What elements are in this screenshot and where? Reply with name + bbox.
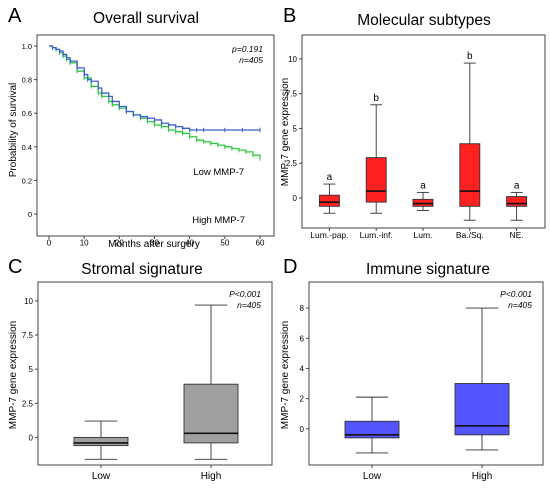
panel-b-boxes: a b a b a bbox=[318, 51, 528, 221]
panel-d-ytick-label: 6 bbox=[300, 334, 305, 343]
panel-a-annotation-n: n=405 bbox=[239, 55, 263, 65]
legend-high-mmp7: High MMP-7 bbox=[192, 215, 245, 226]
panel-a-xtick-label: 0 bbox=[47, 239, 52, 248]
panel-b-category-label: Ba./Sq. bbox=[456, 230, 484, 240]
panel-c-annotation-n: n=405 bbox=[237, 300, 261, 310]
panel-b-ytick-label: 10 bbox=[288, 55, 297, 64]
panel-a-letter: A bbox=[8, 5, 22, 27]
panel-a-ytick-label: 0 bbox=[28, 210, 32, 219]
panel-b-significance-letter: a bbox=[514, 180, 520, 191]
panel-d-box bbox=[344, 420, 400, 439]
panel-c-title: Stromal signature bbox=[81, 261, 202, 278]
panel-b-ytick-label: 5 bbox=[293, 124, 298, 133]
panel-b-significance-letter: b bbox=[467, 51, 473, 62]
panel-b-box bbox=[506, 196, 528, 207]
panel-d-annotation-p: P<0.001 bbox=[500, 289, 532, 299]
panel-c-category-label: High bbox=[201, 471, 222, 482]
panel-c-boxes bbox=[73, 304, 239, 460]
panel-b-category-label: Lum.-pap. bbox=[310, 230, 348, 240]
panel-d-boxes bbox=[344, 307, 510, 454]
panel-b-significance-letter: a bbox=[327, 172, 333, 183]
panel-b-box bbox=[365, 157, 387, 203]
panel-b-plot-frame bbox=[301, 34, 546, 229]
panel-d-ytick-label: 0 bbox=[300, 425, 305, 434]
panel-d-ylabel: MMP-7 gene expression bbox=[280, 321, 291, 429]
panel-a-ytick-label: 1.0 bbox=[22, 42, 32, 51]
panel-b-title: Molecular subtypes bbox=[357, 12, 491, 29]
panel-b-ytick-label: 0 bbox=[293, 194, 298, 203]
panel-b-letter: B bbox=[283, 5, 296, 27]
panel-d-category-label: Low bbox=[363, 471, 382, 482]
panel-b-box bbox=[459, 143, 481, 207]
panel-b-significance-letter: a bbox=[420, 180, 426, 191]
panel-c-axis-ticks: 0 2.5 5 7.5 10 Low High bbox=[22, 297, 221, 482]
panel-d-axis-ticks: 0 2 4 6 8 Low High bbox=[300, 304, 493, 482]
panel-a-xtick-label: 10 bbox=[80, 239, 89, 248]
panel-a-xtick-label: 50 bbox=[220, 239, 229, 248]
panel-b-axis-ticks: 0 2.5 5 7.5 10 Lum.-pap. Lum.-inf. Lum. Ba./Sq. N… bbox=[286, 55, 524, 240]
panel-b-box bbox=[318, 194, 340, 207]
panel-a-ylabel: Probability of survival bbox=[8, 83, 19, 177]
panel-b-category-label: Lum.-inf. bbox=[360, 230, 393, 240]
panel-a-xtick-label: 20 bbox=[115, 239, 124, 248]
panel-c-letter: C bbox=[8, 256, 22, 278]
panel-a-xlabel: Months after surgery bbox=[108, 239, 200, 250]
panel-d: D Immune signature 0 2 4 6 8 Low High MMP-7 ge… bbox=[280, 256, 544, 482]
panel-d-annotation-n: n=405 bbox=[508, 300, 532, 310]
panel-a-series bbox=[49, 45, 261, 161]
panel-d-title: Immune signature bbox=[366, 261, 490, 278]
panel-b-ylabel: MMP-7 gene expression bbox=[280, 78, 291, 186]
panel-c-ytick-label: 7.5 bbox=[22, 331, 34, 340]
panel-b-significance-letter: b bbox=[373, 93, 379, 104]
panel-d-box bbox=[454, 383, 510, 436]
panel-c-plot-frame bbox=[37, 281, 273, 466]
panel-a-xtick-label: 60 bbox=[256, 239, 265, 248]
panel-a-axis-ticks: 0 10 20 30 40 50 60 0 0.2 0.4 0.6 0.8 1.0 bbox=[22, 42, 265, 248]
panel-c-ytick-label: 2.5 bbox=[22, 399, 34, 408]
panel-b-category-label: NE. bbox=[510, 230, 524, 240]
panel-b-ytick-label: 7.5 bbox=[286, 90, 298, 99]
panel-a-plot-frame bbox=[36, 34, 275, 237]
panel-d-ytick-label: 4 bbox=[300, 364, 305, 373]
panel-a-ytick-label: 0.4 bbox=[22, 143, 32, 152]
panel-c: C Stromal signature 0 2.5 5 7.5 10 Low High MM… bbox=[8, 256, 273, 482]
panel-c-ytick-label: 0 bbox=[29, 433, 34, 442]
panel-d-category-label: High bbox=[472, 471, 493, 482]
panel-a-annotation-p: p=0.191 bbox=[231, 44, 263, 54]
panel-a-xtick-label: 30 bbox=[150, 239, 159, 248]
legend-low-mmp7: Low MMP-7 bbox=[193, 167, 244, 178]
panel-a-ytick-label: 0.8 bbox=[22, 76, 32, 85]
panel-b: B Molecular subtypes 0 2.5 5 7.5 10 Lum.-pap.… bbox=[280, 5, 546, 240]
panel-c-ylabel: MMP-7 gene expression bbox=[8, 321, 19, 429]
panel-a-xtick-label: 40 bbox=[185, 239, 194, 248]
panel-b-ytick-label: 2.5 bbox=[286, 159, 298, 168]
panel-d-ytick-label: 2 bbox=[300, 395, 305, 404]
panel-c-category-label: Low bbox=[92, 471, 111, 482]
panel-a: A Overall survival 0 10 20 30 40 50 6000.20.40… bbox=[8, 5, 275, 250]
panel-c-annotation-p: P<0.001 bbox=[229, 289, 261, 299]
panel-c-box bbox=[73, 436, 129, 447]
panel-a-ytick-label: 0.6 bbox=[22, 109, 32, 118]
panel-d-ytick-label: 8 bbox=[300, 304, 305, 313]
panel-c-ytick-label: 10 bbox=[24, 297, 33, 306]
panel-d-letter: D bbox=[283, 256, 297, 278]
panel-b-category-label: Lum. bbox=[414, 230, 433, 240]
panel-c-ytick-label: 5 bbox=[29, 365, 34, 374]
panel-a-title: Overall survival bbox=[93, 10, 199, 27]
panel-a-ytick-label: 0.2 bbox=[22, 176, 32, 185]
